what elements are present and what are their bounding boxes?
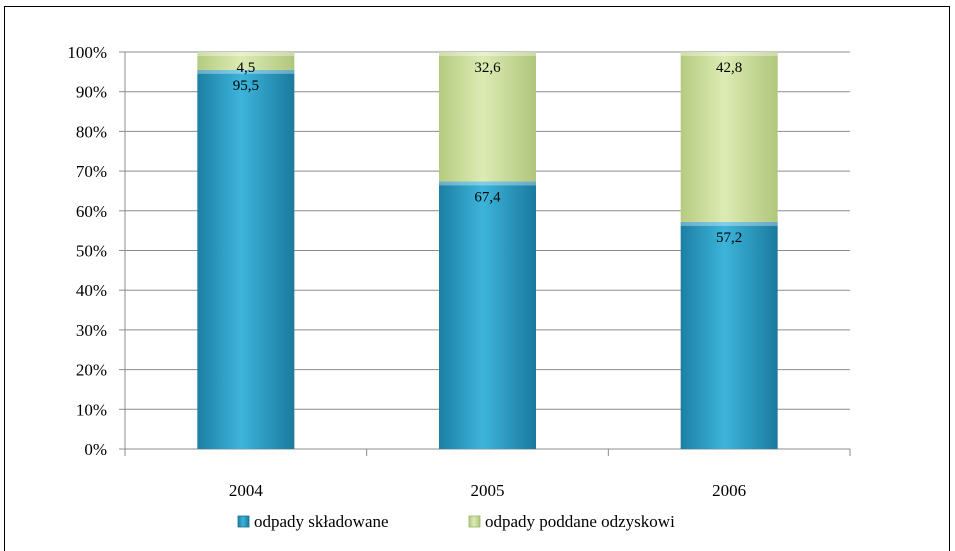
bar-highlight	[439, 181, 536, 186]
data-label: 67,4	[474, 189, 501, 205]
y-tick-label: 70%	[76, 162, 107, 181]
data-label: 42,8	[716, 60, 742, 76]
y-tick-label: 60%	[76, 202, 107, 221]
labels: 95,5 4,5 67,4 32,6 57,2 42,8	[233, 60, 743, 246]
bar-segment	[439, 52, 536, 182]
x-category-label: 2005	[471, 481, 505, 500]
bar-highlight	[680, 221, 778, 226]
data-label: 95,5	[233, 78, 259, 94]
axes: 0% 10% 20% 30% 40% 50% 60% 70% 80% 90% 100% 2004 200…	[67, 43, 851, 500]
y-tick-label: 90%	[76, 83, 107, 102]
data-label: 4,5	[236, 60, 255, 76]
bar-segment	[680, 52, 778, 222]
legend-swatch	[468, 515, 481, 528]
y-tick-label: 30%	[76, 321, 107, 340]
bar-segment	[439, 181, 536, 449]
legend-label: odpady składowane	[254, 512, 389, 531]
y-tick-label: 10%	[76, 400, 107, 419]
x-category-label: 2006	[712, 481, 746, 500]
bars	[197, 52, 778, 450]
y-tick-label: 40%	[76, 281, 107, 300]
bar-highlight	[680, 52, 778, 56]
y-tick-label: 80%	[76, 122, 107, 141]
bar-segment	[197, 69, 295, 450]
x-category-label: 2004	[229, 481, 264, 500]
bar-segment	[197, 52, 295, 70]
y-tick-label: 100%	[67, 43, 107, 62]
bar-highlight	[197, 69, 295, 74]
y-tick-label: 0%	[84, 440, 107, 459]
y-tick-label: 20%	[76, 361, 107, 380]
bar-segment	[680, 221, 778, 449]
legend: odpady składowane odpady poddane odzyskow…	[237, 512, 675, 531]
data-label: 32,6	[474, 60, 501, 76]
legend-label: odpady poddane odzyskowi	[485, 512, 675, 531]
y-tick-label: 50%	[76, 242, 107, 261]
data-label: 57,2	[716, 230, 742, 246]
legend-swatch	[237, 515, 250, 528]
chart-frame	[4, 6, 950, 551]
bar-highlight	[197, 52, 295, 56]
bar-highlight	[439, 52, 536, 56]
